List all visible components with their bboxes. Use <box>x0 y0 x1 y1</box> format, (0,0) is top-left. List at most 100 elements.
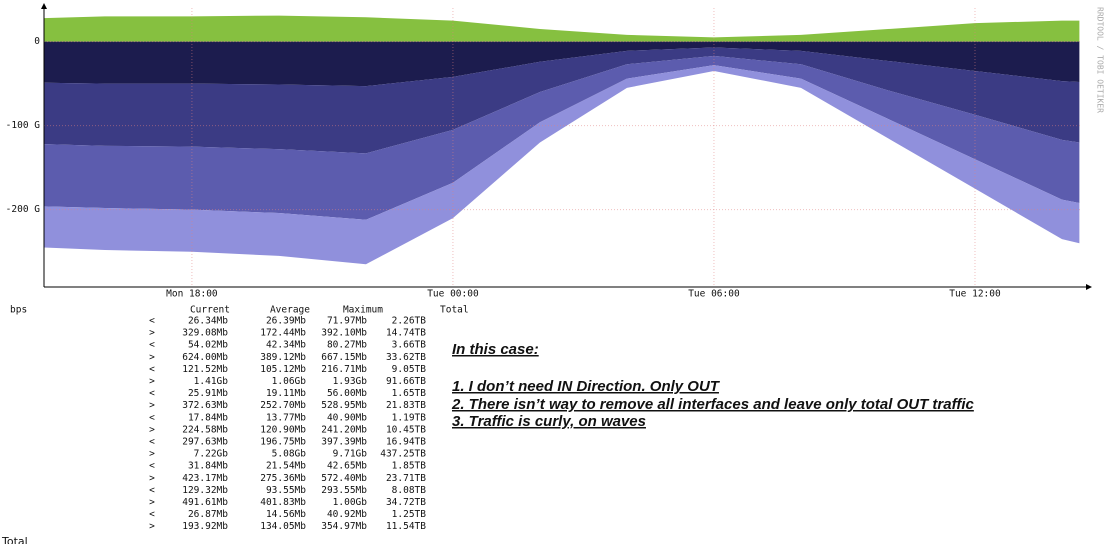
table-cell: 19.11Mb <box>266 388 306 399</box>
table-cell: 25.91Mb <box>188 388 228 399</box>
table-cell: 401.83Mb <box>260 497 306 508</box>
table-cell: 491.61Mb <box>182 497 228 508</box>
plot <box>44 15 1080 265</box>
table-cell: 275.36Mb <box>260 473 306 484</box>
table-header: Average <box>270 305 310 316</box>
table-cell: < <box>149 437 155 448</box>
table-cell: 34.72TB <box>386 497 426 508</box>
table-cell: < <box>149 340 155 351</box>
area <box>44 47 1080 154</box>
table-cell: 252.70Mb <box>260 400 306 411</box>
table-cell: 354.97Mb <box>321 521 367 532</box>
table-cell: > <box>149 497 155 508</box>
table-cell: 329.08Mb <box>182 328 228 339</box>
watermark: RRDTOOL / TOBI OETIKER <box>1096 7 1105 113</box>
table-cell: 5.08Gb <box>272 449 307 460</box>
table-cell: 17.84Mb <box>188 412 228 423</box>
axis-arrow <box>41 3 47 9</box>
table-cell: 196.75Mb <box>260 437 306 448</box>
table-cell: > <box>149 400 155 411</box>
table-cell: > <box>149 376 155 387</box>
area <box>44 65 1080 265</box>
x-tick-label: Tue 00:00 <box>427 289 479 300</box>
table-footer: Total <box>1 535 28 544</box>
table-cell: 392.10Mb <box>321 328 367 339</box>
table-cell: > <box>149 521 155 532</box>
table-cell: 572.40Mb <box>321 473 367 484</box>
table-cell: < <box>149 316 155 327</box>
y-tick-label: -100 G <box>6 120 41 131</box>
table-header: Total <box>440 305 469 316</box>
table-cell: 1.25TB <box>392 509 427 520</box>
x-tick-label: Mon 18:00 <box>166 289 218 300</box>
table-cell: 26.34Mb <box>188 316 228 327</box>
table-cell: 105.12Mb <box>260 364 306 375</box>
note-item: 1. I don’t need IN Direction. Only OUT <box>452 378 721 395</box>
table-cell: 528.95Mb <box>321 400 367 411</box>
table-cell: 193.92Mb <box>182 521 228 532</box>
table-cell: < <box>149 509 155 520</box>
table-cell: > <box>149 352 155 363</box>
table-cell: 56.00Mb <box>327 388 367 399</box>
note-heading: In this case: <box>452 341 539 358</box>
table-cell: 16.94TB <box>386 437 426 448</box>
table-cell: 172.44Mb <box>260 328 306 339</box>
table-cell: 42.34Mb <box>266 340 306 351</box>
table-cell: 372.63Mb <box>182 400 228 411</box>
table-cell: 23.71TB <box>386 473 426 484</box>
x-tick-label: Tue 12:00 <box>949 289 1001 300</box>
table-cell: 11.54TB <box>386 521 426 532</box>
area <box>44 55 1080 220</box>
table-cell: > <box>149 449 155 460</box>
table-cell: 2.26TB <box>392 316 427 327</box>
table-header: Current <box>190 305 230 316</box>
table-cell: 1.19TB <box>392 412 427 423</box>
table-cell: 14.56Mb <box>266 509 306 520</box>
axis-arrow <box>1086 284 1092 290</box>
x-tick-label: Tue 06:00 <box>688 289 740 300</box>
y-tick-label: -200 G <box>6 204 41 215</box>
table-cell: 1.41Gb <box>194 376 229 387</box>
table-cell: 134.05Mb <box>260 521 306 532</box>
table-cell: 40.90Mb <box>327 412 367 423</box>
table-cell: 31.84Mb <box>188 461 228 472</box>
table-cell: 1.06Gb <box>272 376 307 387</box>
table-cell: 297.63Mb <box>182 437 228 448</box>
note-item: 2. There isn’t way to remove all interfa… <box>451 396 974 413</box>
table-cell: > <box>149 424 155 435</box>
table-cell: 624.00Mb <box>182 352 228 363</box>
table-cell: 26.39Mb <box>266 316 306 327</box>
table-cell: 40.92Mb <box>327 509 367 520</box>
table-cell: < <box>149 388 155 399</box>
table-cell: 1.85TB <box>392 461 427 472</box>
table-cell: < <box>149 461 155 472</box>
table-cell: 42.65Mb <box>327 461 367 472</box>
table-cell: 216.71Mb <box>321 364 367 375</box>
table-cell: < <box>149 485 155 496</box>
table-cell: > <box>149 328 155 339</box>
table-cell: < <box>149 364 155 375</box>
table-cell: 33.62TB <box>386 352 426 363</box>
table-cell: 667.15Mb <box>321 352 367 363</box>
table-cell: 13.77Mb <box>266 412 306 423</box>
table-cell: 293.55Mb <box>321 485 367 496</box>
table-cell: 389.12Mb <box>260 352 306 363</box>
table-cell: 10.45TB <box>386 424 426 435</box>
table-cell: 121.52Mb <box>182 364 228 375</box>
table-cell: 1.65TB <box>392 388 427 399</box>
table-cell: 54.02Mb <box>188 340 228 351</box>
table-cell: < <box>149 412 155 423</box>
area <box>44 15 1080 42</box>
table-cell: 437.25TB <box>380 449 426 460</box>
table-cell: 241.20Mb <box>321 424 367 435</box>
table-cell: 7.22Gb <box>194 449 229 460</box>
table-cell: > <box>149 473 155 484</box>
table-cell: 9.71Gb <box>333 449 368 460</box>
table-cell: 224.58Mb <box>182 424 228 435</box>
y-tick-label: 0 <box>34 36 40 47</box>
table-cell: 91.66TB <box>386 376 426 387</box>
table-cell: 8.08TB <box>392 485 427 496</box>
table-cell: 26.87Mb <box>188 509 228 520</box>
table-cell: 3.66TB <box>392 340 427 351</box>
